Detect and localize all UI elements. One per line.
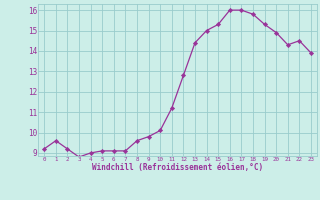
- X-axis label: Windchill (Refroidissement éolien,°C): Windchill (Refroidissement éolien,°C): [92, 163, 263, 172]
